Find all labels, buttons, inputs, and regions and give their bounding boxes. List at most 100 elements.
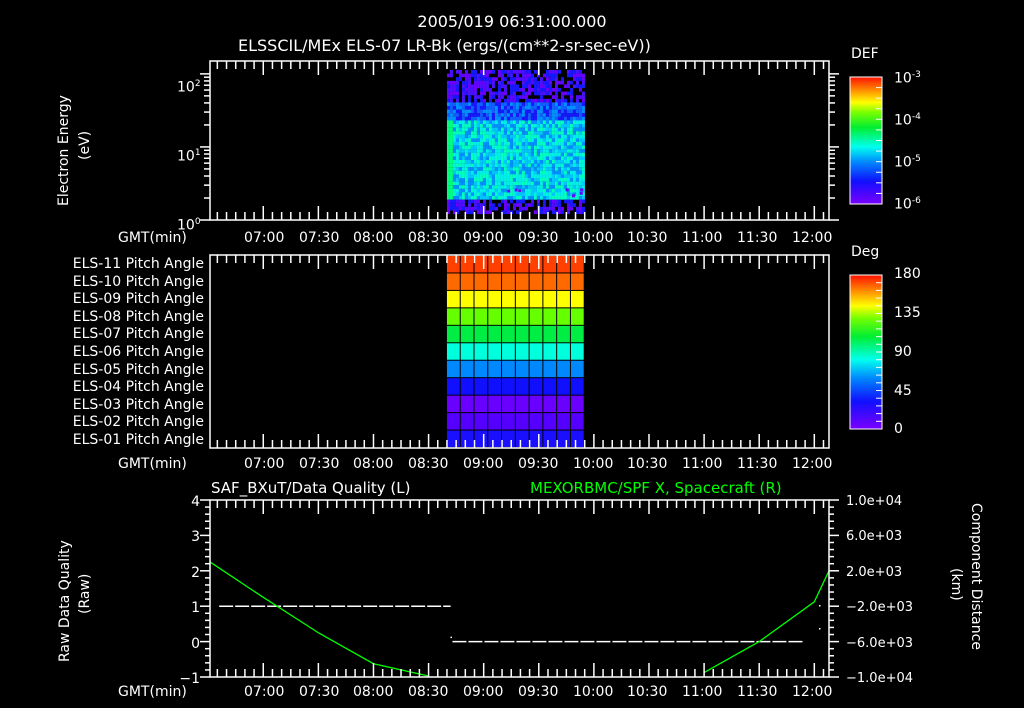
- pitch-cell: [460, 256, 474, 273]
- pitch-cell: [488, 308, 502, 325]
- xaxis-ticks-p3: 07:00 07:30 08:00 08:30 09:00 09:30 10:0…: [244, 684, 833, 700]
- pitch-cell: [529, 256, 543, 273]
- pitch-cell: [446, 395, 460, 413]
- pitch-cell: [446, 308, 460, 325]
- pitch-cell: [570, 290, 584, 308]
- pitch-cell: [557, 290, 570, 308]
- energy-ytick-100: 102: [177, 79, 201, 96]
- pitch-cell: [557, 378, 570, 395]
- pitch-cell: [515, 325, 529, 343]
- energy-spectrogram: [446, 70, 585, 215]
- pitch-cell: [488, 360, 502, 378]
- row-label: ELS-03 Pitch Angle: [72, 396, 204, 413]
- pitch-cell: [529, 430, 543, 447]
- pitch-cell: [557, 308, 570, 325]
- pitch-cell: [446, 360, 460, 378]
- pitch-cell: [502, 395, 515, 413]
- pitch-cell: [529, 308, 543, 325]
- pitch-cell: [515, 430, 529, 447]
- pitch-cell: [529, 290, 543, 308]
- pitch-cell: [570, 343, 584, 360]
- pitch-cell: [515, 273, 529, 290]
- pitch-cell: [570, 256, 584, 273]
- pitch-cell: [570, 378, 584, 395]
- pitch-cell: [460, 325, 474, 343]
- pitch-cell: [515, 360, 529, 378]
- pitch-cell: [446, 343, 460, 360]
- pitch-cell: [515, 256, 529, 273]
- xaxis-label-p1: GMT(min): [118, 230, 187, 246]
- pitch-cell: [529, 273, 543, 290]
- pitch-cell: [446, 325, 460, 343]
- quality-and-position-lines: [209, 561, 830, 677]
- deg-colorbar-label-45: 45: [894, 383, 912, 399]
- row-label: ELS-04 Pitch Angle: [72, 379, 204, 396]
- pitch-cell: [543, 256, 557, 273]
- pitch-cell: [570, 273, 584, 290]
- pitch-cell: [570, 360, 584, 378]
- pitch-cell: [488, 413, 502, 430]
- xaxis-ticks-p2: 07:00 07:30 08:00 08:30 09:00 09:30 10:0…: [244, 456, 833, 472]
- pitch-cell: [570, 413, 584, 430]
- pitch-cell: [488, 395, 502, 413]
- def-colorbar-label-1e-5: 10-5: [894, 154, 921, 171]
- pitch-cell: [488, 273, 502, 290]
- xaxis-label-p2: GMT(min): [118, 456, 187, 472]
- row-label: ELS-01 Pitch Angle: [72, 431, 204, 448]
- pitch-cell: [557, 325, 570, 343]
- deg-colorbar-label-180: 180: [894, 266, 921, 282]
- pitch-cell: [543, 290, 557, 308]
- pitch-cell: [557, 413, 570, 430]
- row-label: ELS-06 Pitch Angle: [72, 343, 204, 360]
- pitch-cell: [488, 325, 502, 343]
- pitch-cell: [502, 430, 515, 447]
- pitch-cell: [474, 430, 488, 447]
- row-label: ELS-11 Pitch Angle: [72, 256, 204, 272]
- pitch-cell: [570, 325, 584, 343]
- pitch-cell: [460, 343, 474, 360]
- pitch-angle-grid: [446, 256, 584, 447]
- pitch-cell: [557, 273, 570, 290]
- pitch-cell: [488, 430, 502, 447]
- pitch-cell: [543, 343, 557, 360]
- energy-ytick-10: 101: [177, 148, 201, 165]
- pitch-cell: [502, 256, 515, 273]
- pitch-cell: [557, 395, 570, 413]
- pitch-cell: [543, 395, 557, 413]
- pitch-cell: [529, 413, 543, 430]
- energy-ytick-1: 100: [177, 217, 201, 234]
- xaxis-ticks-p1: 07:00 07:30 08:00 08:30 09:00 09:30 10:0…: [244, 230, 833, 246]
- pitch-cell: [543, 378, 557, 395]
- pitch-cell: [502, 308, 515, 325]
- pitch-cell: [460, 395, 474, 413]
- def-colorbar-label-1e-3: 10-3: [894, 70, 921, 87]
- pitch-cell: [502, 325, 515, 343]
- pitch-cell: [474, 256, 488, 273]
- pitch-cell: [460, 273, 474, 290]
- deg-colorbar-label-135: 135: [894, 305, 921, 321]
- pitch-cell: [543, 273, 557, 290]
- pitch-cell: [570, 395, 584, 413]
- pitch-cell: [515, 378, 529, 395]
- pitch-cell: [570, 430, 584, 447]
- pitch-cell: [474, 360, 488, 378]
- deg-colorbar-label-0: 0: [894, 421, 903, 437]
- pitch-cell: [502, 378, 515, 395]
- pitch-cell: [543, 413, 557, 430]
- xaxis-label-p3: GMT(min): [118, 684, 187, 700]
- pitch-cell: [529, 343, 543, 360]
- row-label: ELS-07 Pitch Angle: [72, 326, 204, 343]
- pitch-cell: [460, 308, 474, 325]
- pitch-cell: [474, 395, 488, 413]
- plot-title: ELSSCIL/MEx ELS-07 LR-Bk (ergs/(cm**2-sr…: [238, 36, 651, 55]
- pitch-cell: [446, 290, 460, 308]
- pitch-cell: [557, 430, 570, 447]
- pitch-cell: [474, 413, 488, 430]
- pitch-cell: [446, 413, 460, 430]
- pitch-cell: [446, 256, 460, 273]
- dq-panel-title-left: SAF_BXuT/Data Quality (L): [211, 479, 411, 497]
- pitch-cell: [474, 378, 488, 395]
- pitch-row-labels: ELS-11 Pitch Angle ELS-10 Pitch Angle EL…: [0, 256, 204, 450]
- row-label: ELS-05 Pitch Angle: [72, 361, 204, 378]
